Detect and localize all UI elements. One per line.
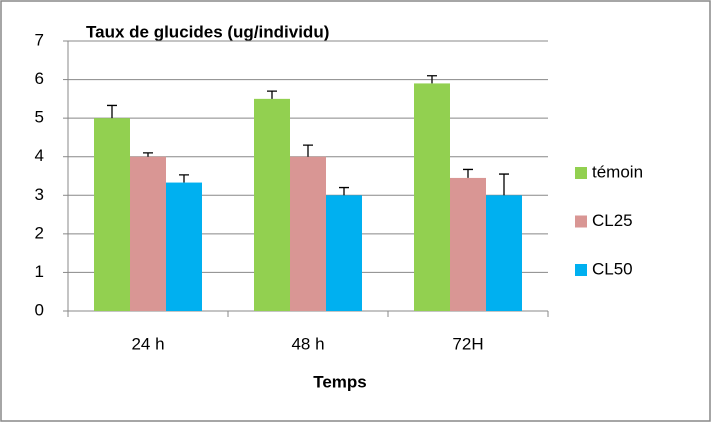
y-tick-label: 3	[35, 185, 44, 204]
x-tick-label: 24 h	[131, 334, 164, 353]
y-tick-label: 1	[35, 262, 44, 281]
y-tick-label: 0	[35, 300, 44, 319]
error-bar	[303, 144, 313, 157]
legend-swatch	[575, 264, 587, 276]
bar	[414, 83, 450, 311]
bar	[290, 156, 326, 311]
bar	[166, 182, 202, 311]
y-tick-label: 7	[35, 30, 44, 49]
x-tick-label: 48 h	[291, 334, 324, 353]
legend-swatch	[575, 167, 587, 179]
legend-swatch	[575, 215, 587, 228]
error-bar	[107, 104, 117, 119]
bar	[450, 177, 486, 311]
y-tick-label: 2	[35, 223, 44, 242]
error-bar	[179, 174, 189, 183]
error-bar	[339, 186, 349, 196]
error-bar	[143, 152, 153, 157]
x-tick-label: 72H	[452, 334, 483, 353]
y-tick-label: 4	[35, 146, 44, 165]
error-bar	[463, 168, 473, 178]
error-bar	[427, 75, 437, 84]
y-tick-label: 6	[35, 69, 44, 88]
legend-label: CL25	[592, 211, 633, 230]
bar	[254, 98, 290, 311]
legend-label: CL50	[592, 259, 633, 278]
bar	[94, 118, 130, 312]
error-bar	[499, 173, 509, 196]
bar	[130, 156, 166, 311]
x-axis-title: Temps	[313, 372, 367, 391]
legend-label: témoin	[592, 162, 643, 181]
bar	[326, 195, 362, 311]
chart-title: Taux de glucides (ug/individu)	[86, 22, 329, 41]
error-bar	[267, 90, 277, 99]
bar	[486, 195, 522, 311]
y-tick-label: 5	[35, 108, 44, 127]
